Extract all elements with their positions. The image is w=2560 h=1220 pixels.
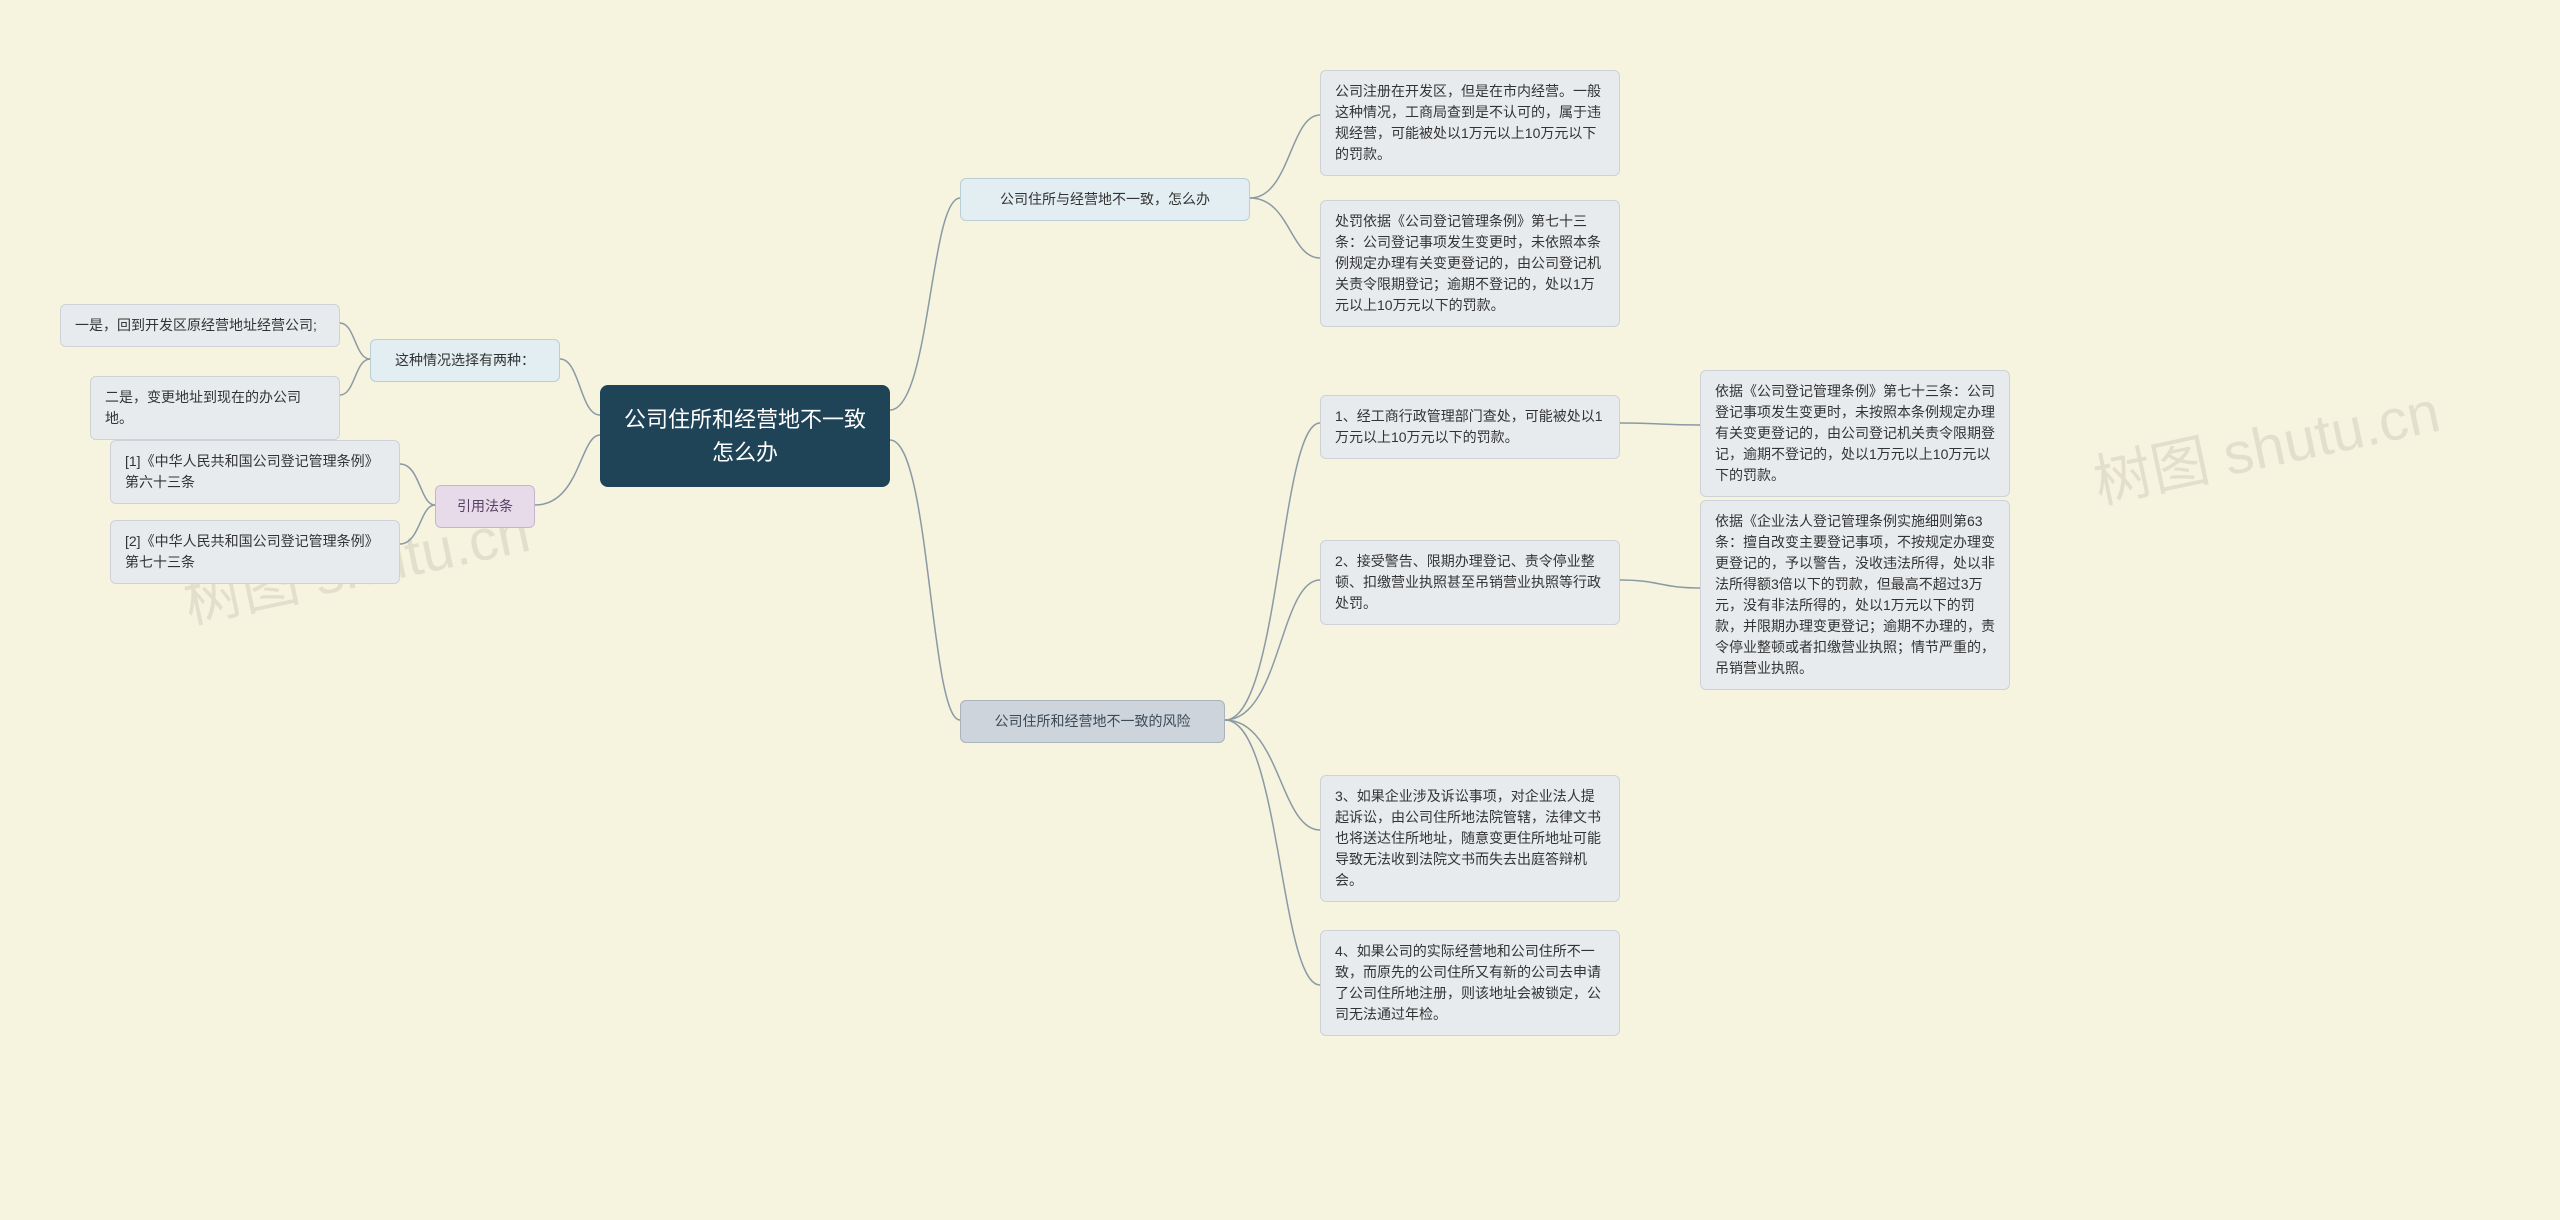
left-branch-2-child-1: [2]《中华人民共和国公司登记管理条例》 第七十三条 xyxy=(110,520,400,584)
right-branch-1: 公司住所与经营地不一致，怎么办 xyxy=(960,178,1250,221)
left-branch-1-child-0: 一是，回到开发区原经营地址经营公司; xyxy=(60,304,340,347)
left-branch-1-child-1: 二是，变更地址到现在的办公司地。 xyxy=(90,376,340,440)
root-line2: 怎么办 xyxy=(624,436,866,469)
right-branch-2-child-2: 3、如果企业涉及诉讼事项，对企业法人提起诉讼，由公司住所地法院管辖，法律文书也将… xyxy=(1320,775,1620,902)
connectors xyxy=(0,0,2560,1220)
right-branch-2-child-1-sub: 依据《企业法人登记管理条例实施细则第63条：擅自改变主要登记事项，不按规定办理变… xyxy=(1700,500,2010,690)
root-line1: 公司住所和经营地不一致 xyxy=(624,403,866,436)
right-branch-2-child-0: 1、经工商行政管理部门查处，可能被处以1万元以上10万元以下的罚款。 xyxy=(1320,395,1620,459)
left-branch-2-child-0: [1]《中华人民共和国公司登记管理条例》 第六十三条 xyxy=(110,440,400,504)
right-branch-2-child-3: 4、如果公司的实际经营地和公司住所不一致，而原先的公司住所又有新的公司去申请了公… xyxy=(1320,930,1620,1036)
right-branch-2-child-0-sub: 依据《公司登记管理条例》第七十三条：公司登记事项发生变更时，未按照本条例规定办理… xyxy=(1700,370,2010,497)
root-node: 公司住所和经营地不一致 怎么办 xyxy=(600,385,890,487)
right-branch-2-child-1: 2、接受警告、限期办理登记、责令停业整顿、扣缴营业执照甚至吊销营业执照等行政处罚… xyxy=(1320,540,1620,625)
watermark: 树图 shutu.cn xyxy=(2085,364,2446,519)
right-branch-2: 公司住所和经营地不一致的风险 xyxy=(960,700,1225,743)
left-branch-2: 引用法条 xyxy=(435,485,535,528)
right-branch-1-child-0: 公司注册在开发区，但是在市内经营。一般这种情况，工商局查到是不认可的，属于违规经… xyxy=(1320,70,1620,176)
left-branch-1: 这种情况选择有两种： xyxy=(370,339,560,382)
right-branch-1-child-1: 处罚依据《公司登记管理条例》第七十三条：公司登记事项发生变更时，未依照本条例规定… xyxy=(1320,200,1620,327)
